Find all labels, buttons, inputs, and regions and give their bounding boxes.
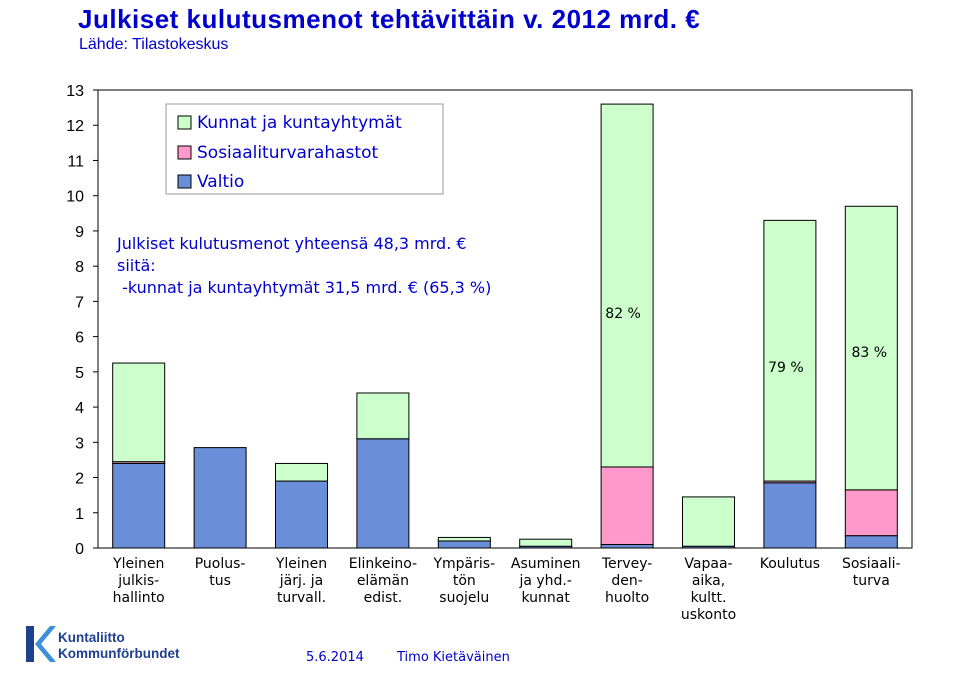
y-tick-label: 3	[75, 435, 84, 452]
category-label: uskonto	[681, 607, 736, 623]
legend-label-social: Sosiaaliturvarahastot	[197, 143, 378, 163]
category-label: Vapaa-	[684, 556, 732, 572]
category-label: ja yhd.-	[518, 573, 571, 589]
legend-label-state: Valtio	[197, 172, 244, 192]
bar-segment-state	[437, 540, 491, 549]
category-label: turva	[853, 573, 890, 589]
legend-swatch-state	[177, 174, 192, 189]
bar-segment-municipal	[275, 462, 328, 482]
bar-segment-municipal	[600, 103, 654, 468]
bar-segment-state	[193, 447, 247, 549]
legend-box	[165, 103, 444, 195]
y-tick-label: 0	[75, 541, 84, 558]
category-label: hallinto	[113, 590, 165, 606]
total-annotation-line: siitä:	[117, 256, 156, 275]
category-label: tön	[453, 573, 476, 589]
bar-segment-state	[112, 462, 166, 549]
bar-segment-municipal	[112, 362, 166, 463]
category-label: suojelu	[439, 590, 489, 606]
total-annotation-line: -kunnat ja kuntayhtymät 31,5 mrd. € (65,…	[117, 278, 491, 297]
y-tick-label: 6	[75, 330, 84, 347]
y-tick-label: 1	[75, 506, 84, 523]
legend-swatch-social	[177, 145, 192, 160]
plot-frame	[97, 89, 913, 549]
category-label: Asuminen	[511, 556, 581, 572]
bar-segment-municipal	[356, 392, 410, 440]
bar-segment-municipal	[844, 205, 898, 491]
kuntaliitto-logo: Kuntaliitto Kommunförbundet	[22, 624, 192, 664]
y-tick-label: 4	[75, 400, 84, 417]
total-annotation-line: Julkiset kulutusmenot yhteensä 48,3 mrd.…	[116, 234, 467, 253]
y-tick-label: 13	[66, 83, 84, 100]
kuntaliitto-logo-icon	[26, 626, 56, 662]
category-label: edist.	[364, 590, 403, 606]
category-label: aika,	[692, 573, 725, 589]
category-label: järj. ja	[279, 573, 323, 589]
bar-segment-state	[844, 535, 898, 549]
bar-segment-social	[844, 489, 898, 537]
category-label: Ympäris-	[432, 556, 495, 572]
category-label: Sosiaali-	[842, 556, 901, 572]
category-label: Yleinen	[275, 556, 327, 572]
category-label: julkis-	[117, 573, 159, 589]
chart-title: Julkiset kulutusmenot tehtävittäin v. 20…	[78, 4, 701, 34]
logo-line-2: Kommunförbundet	[58, 646, 180, 661]
category-label: Puolus-	[195, 556, 246, 572]
bar-segment-municipal	[519, 538, 573, 547]
bar-segment-state	[763, 482, 817, 549]
chart-source: Lähde: Tilastokeskus	[79, 36, 229, 53]
category-label: turvall.	[277, 590, 326, 606]
category-label: huolto	[605, 590, 649, 606]
legend-swatch-municipal	[177, 115, 192, 130]
share-label: 82 %	[605, 306, 641, 322]
category-label: Tervey-	[601, 556, 653, 572]
y-tick-label: 8	[75, 259, 84, 276]
bar-segment-municipal	[682, 496, 735, 547]
share-label: 83 %	[852, 345, 888, 361]
footer-author: Timo Kietäväinen	[397, 650, 510, 665]
bar-segment-state	[356, 438, 410, 549]
logo-line-1: Kuntaliitto	[58, 630, 125, 645]
category-label: Koulutus	[760, 556, 820, 572]
category-label: elämän	[357, 573, 409, 589]
y-tick-label: 10	[66, 189, 84, 206]
legend-label-municipal: Kunnat ja kuntayhtymät	[197, 113, 402, 133]
y-tick-label: 7	[75, 294, 84, 311]
y-tick-label: 12	[66, 118, 84, 135]
bar-segment-social	[600, 466, 654, 545]
y-tick-label: 5	[75, 365, 84, 382]
bar-segment-municipal	[763, 219, 817, 482]
category-label: tus	[209, 573, 231, 589]
category-label: Elinkeino-	[349, 556, 417, 572]
y-tick-label: 2	[75, 471, 84, 488]
category-label: Yleinen	[112, 556, 164, 572]
category-label: den-	[611, 573, 642, 589]
footer-date: 5.6.2014	[306, 650, 364, 665]
bar-segment-state	[275, 480, 328, 549]
share-label: 79 %	[768, 360, 804, 376]
bar-segment-municipal	[437, 536, 491, 542]
category-label: kunnat	[522, 590, 571, 606]
bar-segment-state	[600, 543, 654, 549]
y-tick-label: 11	[67, 153, 84, 170]
category-label: kultt.	[691, 590, 727, 606]
y-tick-label: 9	[75, 224, 84, 241]
